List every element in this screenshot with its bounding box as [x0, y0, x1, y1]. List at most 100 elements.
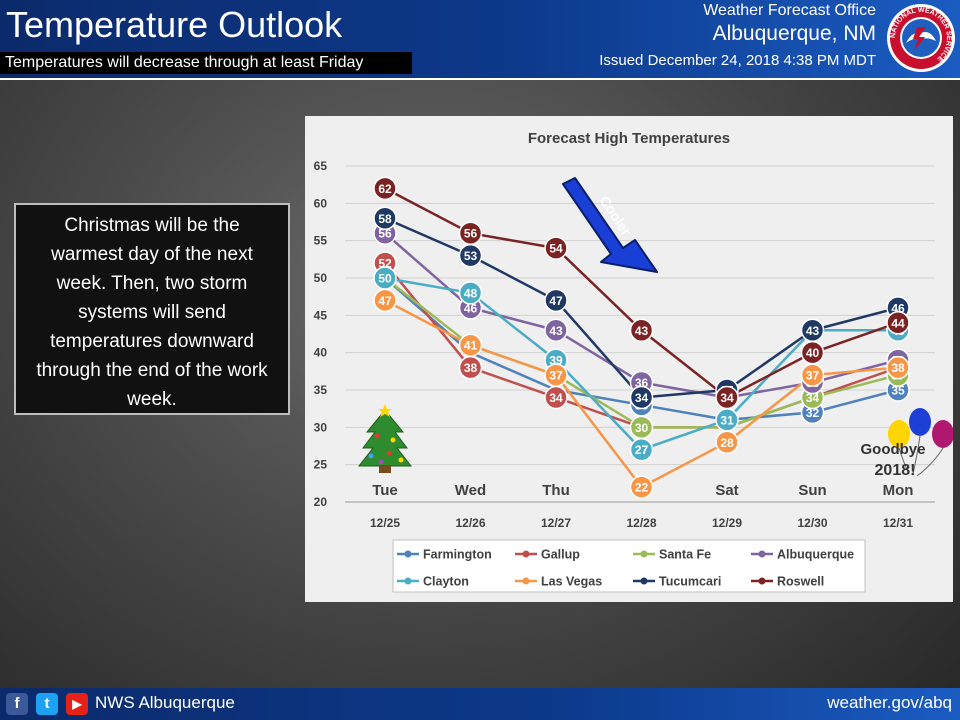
day-label: Sun — [798, 482, 826, 499]
y-tick-label: 30 — [314, 420, 328, 434]
page-subtitle: Temperatures will decrease through at le… — [0, 52, 412, 74]
legend-marker — [404, 577, 412, 585]
data-label: 31 — [720, 413, 734, 427]
data-point — [629, 318, 654, 343]
legend-label: Gallup — [541, 548, 580, 562]
data-point — [886, 355, 910, 380]
data-point — [800, 340, 825, 365]
day-label: Sat — [715, 482, 738, 499]
y-tick-label: 65 — [314, 159, 328, 173]
legend-label: Farmington — [423, 548, 492, 562]
office-name: Weather Forecast Office — [703, 2, 876, 19]
data-label: 44 — [891, 316, 905, 330]
data-label: 43 — [806, 324, 820, 338]
goodbye-text-line1: Goodbye — [860, 441, 925, 458]
data-point — [544, 363, 568, 387]
data-point — [886, 311, 910, 335]
twitter-icon[interactable]: t — [36, 693, 58, 715]
legend-label: Tucumcari — [659, 575, 721, 589]
y-tick-label: 40 — [314, 346, 328, 360]
y-tick-label: 50 — [314, 271, 328, 285]
website-link[interactable]: weather.gov/abq — [827, 693, 952, 712]
cooler-arrow: Cooler — [562, 177, 658, 273]
data-label: 38 — [891, 361, 905, 375]
header-banner: Temperature Outlook Temperatures will de… — [0, 0, 960, 80]
chart-panel: Forecast High Temperatures 20 25 30 35 40 45 5… — [305, 116, 954, 602]
data-label: 46 — [464, 301, 478, 315]
y-tick-label: 55 — [314, 234, 328, 248]
legend-marker — [758, 577, 766, 585]
legend-box — [392, 539, 866, 593]
data-label: 27 — [635, 443, 649, 457]
x-tick-label: 12/30 — [797, 516, 827, 530]
callout-box: Christmas will be the warmest day of the… — [14, 203, 290, 415]
data-label: 37 — [549, 369, 563, 383]
data-label: 28 — [720, 436, 734, 450]
data-label: 38 — [464, 361, 478, 375]
data-label: 43 — [549, 324, 563, 338]
legend-marker — [640, 550, 648, 558]
youtube-icon[interactable]: ▶ — [66, 693, 88, 715]
data-label: 34 — [549, 391, 563, 405]
data-label: 53 — [464, 249, 478, 263]
data-point — [715, 385, 739, 410]
data-label: 34 — [806, 391, 820, 405]
day-label: Wed — [455, 482, 486, 499]
legend-label: Clayton — [423, 575, 469, 589]
data-point — [544, 288, 568, 313]
data-point — [629, 437, 654, 462]
data-point — [629, 475, 654, 499]
goodbye-text-line2: 2018! — [875, 462, 916, 479]
data-label: 30 — [635, 421, 649, 435]
data-label: 56 — [378, 227, 392, 241]
temperature-chart: Forecast High Temperatures 20 25 30 35 40 45 5… — [314, 130, 954, 593]
data-label: 47 — [378, 294, 392, 308]
day-label: Mon — [883, 482, 914, 499]
data-point — [715, 430, 739, 455]
legend-label: Las Vegas — [541, 575, 602, 589]
y-tick-label: 35 — [314, 383, 328, 397]
legend-marker — [522, 550, 530, 558]
data-point — [544, 236, 568, 260]
data-label: 34 — [720, 391, 734, 405]
legend-label: Albuquerque — [777, 548, 854, 562]
x-tick-label: 12/28 — [626, 516, 656, 530]
data-label: 40 — [806, 346, 820, 360]
data-point — [629, 385, 654, 410]
nws-seal-logo: NATIONAL WEATHER SERVICE — [887, 4, 955, 72]
data-label: 62 — [378, 182, 392, 196]
legend-label: Santa Fe — [659, 548, 711, 562]
data-label: 43 — [635, 324, 649, 338]
x-tick-label: 12/31 — [883, 516, 913, 530]
data-point — [373, 206, 397, 231]
chart-title: Forecast High Temperatures — [528, 130, 730, 147]
day-label: Tue — [372, 482, 398, 499]
data-label: 34 — [635, 391, 649, 405]
data-label: 35 — [891, 384, 905, 398]
data-label: 48 — [464, 286, 478, 300]
data-label: 58 — [378, 212, 392, 226]
y-tick-label: 45 — [314, 308, 328, 322]
data-label: 41 — [464, 339, 478, 353]
data-label: 56 — [464, 227, 478, 241]
data-point — [458, 221, 483, 245]
x-tick-label: 12/27 — [541, 516, 571, 530]
page-title: Temperature Outlook — [6, 4, 343, 45]
data-label: 22 — [635, 481, 649, 495]
data-label: 47 — [549, 294, 563, 308]
x-tick-label: 12/26 — [455, 516, 485, 530]
x-tick-label: 12/25 — [370, 516, 400, 530]
data-point — [373, 288, 397, 313]
facebook-icon[interactable]: f — [6, 693, 28, 715]
legend-marker — [404, 550, 412, 558]
data-point — [373, 176, 397, 201]
data-label: 32 — [806, 406, 820, 420]
legend-marker — [758, 550, 766, 558]
legend-marker — [640, 577, 648, 585]
social-handle[interactable]: NWS Albuquerque — [95, 693, 235, 712]
y-tick-label: 25 — [314, 458, 328, 472]
data-point — [544, 318, 568, 343]
x-tick-label: 12/29 — [712, 516, 742, 530]
footer-bar: f t ▶ NWS Albuquerque weather.gov/abq — [0, 688, 960, 720]
data-point — [458, 333, 483, 357]
